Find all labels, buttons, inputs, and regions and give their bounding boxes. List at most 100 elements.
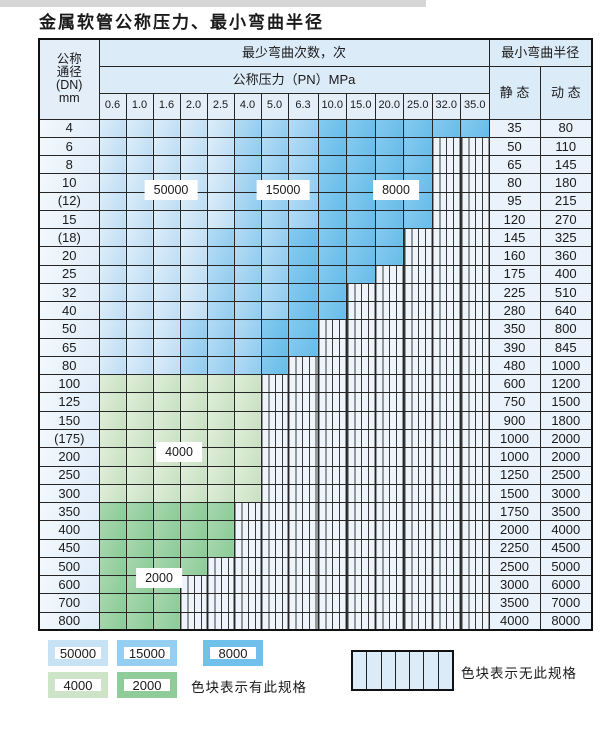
no-spec-cell: [260, 483, 289, 504]
no-spec-cell: [374, 502, 404, 522]
table-row: 125 750 1500: [38, 392, 593, 412]
dynamic-radius-cell: 4000: [539, 520, 593, 540]
spec-cell: [152, 228, 181, 248]
no-spec-cell: [431, 264, 461, 284]
cycle-count-label: 50000: [144, 180, 198, 200]
spec-cell: [374, 136, 404, 157]
no-spec-cell: [346, 282, 376, 303]
table-row: 450 2250 4500: [38, 538, 593, 558]
spec-cell: [125, 337, 154, 357]
no-spec-cell: [260, 502, 289, 522]
legend-hatch-cell: [381, 652, 396, 689]
spec-cell: [179, 355, 208, 376]
no-spec-cell: [346, 319, 376, 339]
spec-cell: [233, 282, 262, 303]
spec-cell: [98, 520, 127, 540]
pressure-col-header: 5.0: [260, 92, 289, 120]
no-spec-cell: [460, 556, 490, 577]
spec-cell: [98, 301, 127, 321]
no-spec-cell: [346, 447, 376, 467]
no-spec-cell: [374, 355, 404, 376]
no-spec-cell: [287, 447, 319, 467]
spec-cell: [98, 429, 127, 449]
no-spec-cell: [403, 301, 433, 321]
dynamic-radius-cell: 6000: [539, 575, 593, 595]
spec-cell: [287, 282, 319, 303]
dynamic-radius-cell: 80: [539, 118, 593, 138]
legend-hatch-cell: [367, 652, 382, 689]
spec-cell: [233, 465, 262, 485]
dn-cell: 10: [38, 173, 100, 193]
no-spec-cell: [374, 282, 404, 303]
table-row: 25 175 400: [38, 264, 593, 284]
spec-cell: [179, 410, 208, 431]
spec-cell: [206, 520, 235, 540]
dynamic-radius-cell: 215: [539, 191, 593, 211]
spec-cell: [206, 483, 235, 504]
spec-cell: [152, 209, 181, 230]
dn-cell: 150: [38, 410, 100, 431]
spec-cell: [206, 319, 235, 339]
no-spec-cell: [460, 264, 490, 284]
no-spec-cell: [346, 575, 376, 595]
no-spec-cell: [403, 447, 433, 467]
table-row: 65 390 845: [38, 337, 593, 357]
pressure-col-header: 32.0: [431, 92, 461, 120]
legend-note-colored: 色块表示有此规格: [191, 680, 307, 695]
no-spec-cell: [431, 337, 461, 357]
no-spec-cell: [403, 502, 433, 522]
no-spec-cell: [431, 611, 461, 631]
dynamic-radius-cell: 8000: [539, 611, 593, 631]
no-spec-cell: [374, 447, 404, 467]
no-spec-cell: [460, 465, 490, 485]
spec-cell: [346, 264, 376, 284]
no-spec-cell: [431, 301, 461, 321]
no-spec-cell: [431, 191, 461, 211]
spec-cell: [287, 155, 319, 175]
no-spec-cell: [233, 538, 262, 558]
no-spec-cell: [287, 392, 319, 412]
no-spec-cell: [374, 593, 404, 613]
spec-cell: [260, 319, 289, 339]
spec-cell: [98, 136, 127, 157]
no-spec-cell: [346, 355, 376, 376]
spec-cell: [206, 136, 235, 157]
spec-cell: [206, 301, 235, 321]
hose-spec-table: 公称 通径 (DN) mm 最少弯曲次数，次 最小弯曲半径 公称压力（PN）MP…: [38, 38, 594, 632]
no-spec-cell: [317, 502, 347, 522]
no-spec-cell: [260, 429, 289, 449]
spec-cell: [125, 282, 154, 303]
no-spec-cell: [403, 593, 433, 613]
pressure-header: 公称压力（PN）MPa: [98, 65, 490, 94]
static-radius-cell: 225: [488, 282, 541, 303]
no-spec-cell: [317, 611, 347, 631]
dn-cell: 125: [38, 392, 100, 412]
spec-cell: [125, 465, 154, 485]
spec-cell: [152, 282, 181, 303]
spec-cell: [346, 246, 376, 266]
legend-swatch: 15000: [117, 640, 177, 666]
spec-cell: [152, 246, 181, 266]
spec-cell: [206, 118, 235, 138]
legend-hatch-swatch: [351, 650, 454, 691]
table-body: 4 35 80 6 50 110 8 65 145 10 80 180 (12) 95 215 15 120 27…: [38, 118, 593, 631]
spec-cell: [179, 136, 208, 157]
spec-cell: [98, 374, 127, 394]
no-spec-cell: [431, 447, 461, 467]
spec-cell: [179, 465, 208, 485]
no-spec-cell: [403, 483, 433, 504]
table-row: 800 4000 8000: [38, 611, 593, 631]
no-spec-cell: [431, 209, 461, 230]
static-radius-cell: 350: [488, 319, 541, 339]
no-spec-cell: [260, 593, 289, 613]
spec-cell: [403, 118, 433, 138]
static-col-header: 静 态: [488, 65, 541, 120]
header-row-2: 公称压力（PN）MPa 静 态 动 态: [39, 65, 593, 120]
spec-cell: [206, 282, 235, 303]
spec-cell: [233, 410, 262, 431]
no-spec-cell: [460, 374, 490, 394]
spec-cell: [125, 483, 154, 504]
no-spec-cell: [233, 611, 262, 631]
spec-cell: [233, 301, 262, 321]
no-spec-cell: [460, 410, 490, 431]
